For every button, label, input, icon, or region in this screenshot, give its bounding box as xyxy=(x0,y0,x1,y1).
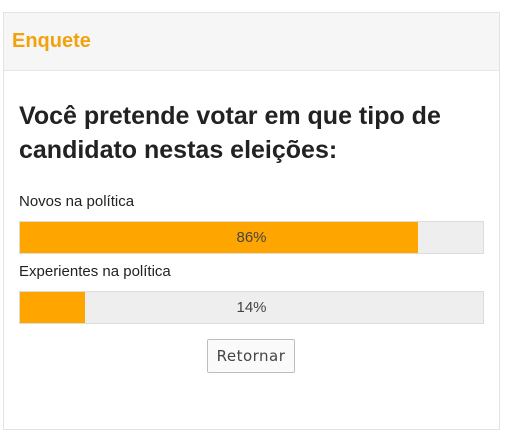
poll-result-bar: 14% xyxy=(19,291,484,324)
poll-result-percent: 86% xyxy=(236,229,267,246)
poll-body: Você pretende votar em que tipo de candi… xyxy=(4,71,499,373)
poll-option: Novos na política 86% xyxy=(19,193,484,254)
poll-question: Você pretende votar em que tipo de candi… xyxy=(19,102,441,164)
widget-header: Enquete xyxy=(4,13,499,71)
poll-actions: Retornar xyxy=(19,333,483,373)
poll-result-fill xyxy=(20,222,419,253)
poll-result-fill xyxy=(20,292,85,323)
poll-option: Experientes na política 14% xyxy=(19,263,484,324)
widget-title: Enquete xyxy=(12,30,91,52)
poll-option-label: Experientes na política xyxy=(19,263,171,280)
return-button[interactable]: Retornar xyxy=(206,339,296,373)
poll-widget: Enquete Você pretende votar em que tipo … xyxy=(3,12,500,430)
poll-result-percent: 14% xyxy=(236,299,267,316)
poll-option-label: Novos na política xyxy=(19,193,135,210)
poll-result-bar: 86% xyxy=(19,221,484,254)
